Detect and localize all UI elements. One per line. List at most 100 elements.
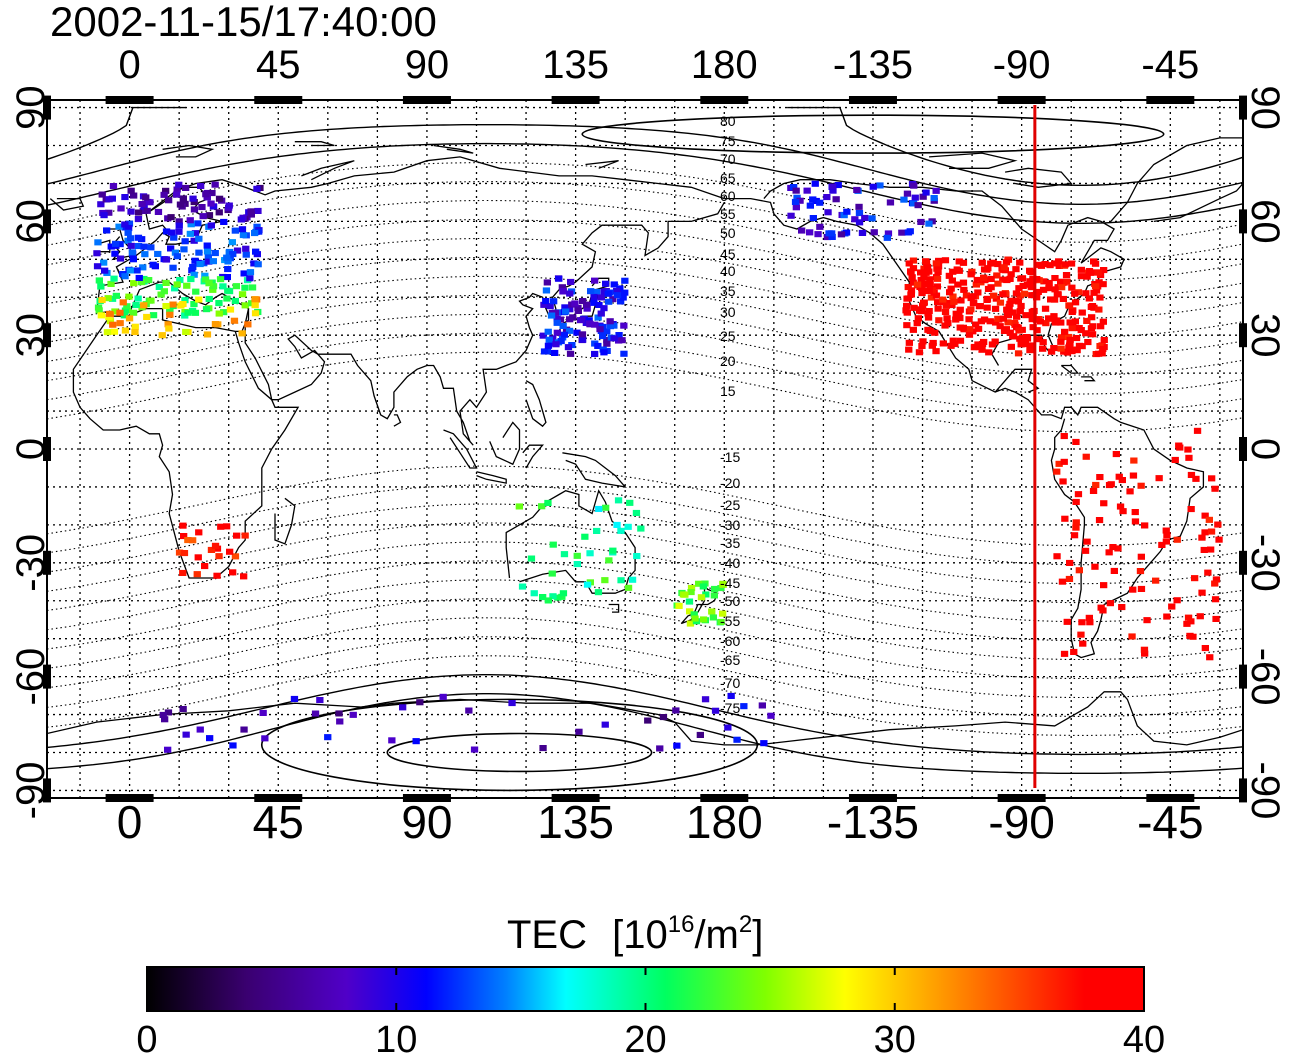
tec-cell xyxy=(232,283,240,290)
tec-cell xyxy=(948,302,956,309)
maglat-label: -75 xyxy=(720,700,740,716)
tec-cell xyxy=(798,227,806,234)
tec-cell xyxy=(126,267,134,274)
tec-cell xyxy=(195,529,203,536)
maglat-label: 30 xyxy=(720,304,736,320)
tec-cell xyxy=(162,279,170,286)
tec-cell xyxy=(554,594,562,601)
tec-cell xyxy=(974,341,982,348)
tec-cell xyxy=(1061,515,1069,522)
tec-cell xyxy=(1055,258,1063,265)
tec-cell xyxy=(561,304,569,311)
tec-cell xyxy=(162,303,170,310)
tec-cell xyxy=(876,182,884,189)
tec-cell xyxy=(1058,578,1067,585)
tec-cell xyxy=(1066,559,1074,566)
tec-cell xyxy=(225,288,234,295)
tec-cell xyxy=(1184,446,1192,453)
maglat-label: -45 xyxy=(720,575,740,591)
tec-cell xyxy=(918,342,926,349)
tec-cell xyxy=(690,611,698,618)
tec-cell xyxy=(1193,427,1202,434)
tec-cell xyxy=(600,305,608,312)
tec-cell xyxy=(949,268,957,275)
tec-cell xyxy=(919,338,927,345)
tec-cell xyxy=(824,209,832,216)
tec-cell xyxy=(1071,290,1079,297)
tec-cell xyxy=(213,572,221,579)
maglat-label: 75 xyxy=(720,133,736,149)
tec-cell xyxy=(1097,323,1105,330)
tec-cell xyxy=(1074,491,1083,498)
x-tick-label: 0 xyxy=(117,796,143,848)
colorbar-tick-label: 10 xyxy=(375,1019,417,1057)
tec-cell xyxy=(914,202,922,209)
tec-cell xyxy=(182,731,190,738)
tec-cell xyxy=(595,505,603,512)
maglat-contour xyxy=(47,560,1243,642)
tec-cell xyxy=(544,499,552,506)
tec-cell xyxy=(985,349,993,356)
tec-cell xyxy=(247,211,255,218)
tec-cell xyxy=(161,716,169,723)
tec-cell xyxy=(602,504,610,511)
tec-cell xyxy=(231,227,239,234)
tec-cell xyxy=(103,227,111,234)
tec-cell xyxy=(823,234,831,241)
tec-cell xyxy=(1207,528,1216,535)
tec-cell xyxy=(1200,546,1208,553)
tec-cell xyxy=(179,195,187,202)
tec-cell xyxy=(564,344,573,351)
tec-cell xyxy=(907,291,915,298)
tec-cell xyxy=(951,340,959,347)
tec-cell xyxy=(617,577,625,584)
tec-cell xyxy=(209,286,217,293)
tec-cell xyxy=(187,221,195,228)
tec-cell xyxy=(1014,298,1022,305)
tec-cell xyxy=(591,321,599,328)
tec-cell xyxy=(965,326,974,333)
tec-cell xyxy=(1015,285,1023,292)
tec-cell xyxy=(1046,315,1054,322)
tec-cell xyxy=(1057,338,1065,345)
tec-cell xyxy=(542,298,550,305)
tec-cell xyxy=(1016,308,1024,315)
tec-cell xyxy=(1131,509,1139,516)
tec-cell xyxy=(957,297,965,304)
tec-cell xyxy=(1099,345,1107,352)
tec-cell xyxy=(917,269,925,276)
tec-cell xyxy=(613,292,622,299)
tec-cell xyxy=(250,260,258,267)
tec-cell xyxy=(116,320,124,327)
tec-cell xyxy=(203,331,212,338)
tec-cell xyxy=(1109,544,1117,551)
tec-cell xyxy=(1045,279,1053,286)
maglat-label: -40 xyxy=(720,555,740,571)
tec-cell xyxy=(1119,508,1127,515)
tec-cell xyxy=(1042,320,1050,327)
tec-cell xyxy=(1212,576,1221,583)
tec-cell xyxy=(1060,433,1068,440)
tec-cell xyxy=(956,337,965,344)
tec-cell xyxy=(1013,313,1021,320)
tec-cell xyxy=(237,216,245,223)
tec-cell xyxy=(1211,580,1219,587)
tec-cell xyxy=(173,281,181,288)
tec-cell xyxy=(903,309,911,316)
tec-cell xyxy=(691,615,699,622)
tec-cell xyxy=(1051,260,1059,267)
tec-cell xyxy=(593,288,601,295)
tec-cell xyxy=(758,702,766,709)
tec-cell xyxy=(673,742,681,749)
tec-cell xyxy=(632,509,641,516)
tec-cell xyxy=(166,311,174,318)
tec-cell xyxy=(1201,512,1209,519)
tec-cell xyxy=(1051,286,1059,293)
tec-cell xyxy=(137,279,146,286)
tec-cell xyxy=(1096,294,1104,301)
maglat-contour xyxy=(47,142,1243,224)
tec-cell xyxy=(984,285,993,292)
coastline xyxy=(47,691,1243,746)
tec-cell xyxy=(105,314,113,321)
